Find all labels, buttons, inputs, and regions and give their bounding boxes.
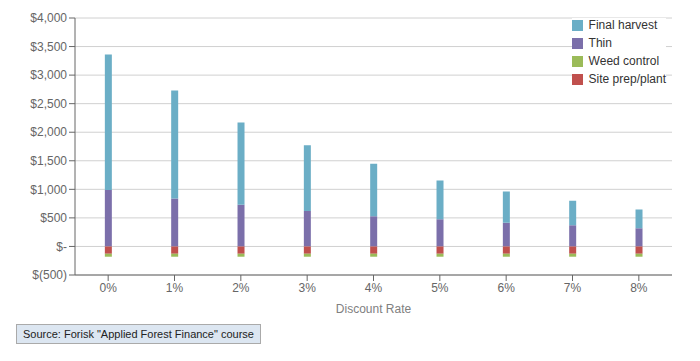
svg-text:Discount Rate: Discount Rate [336, 302, 412, 316]
html-text:Final harvest: Final harvest [588, 18, 658, 32]
svg-text:8%: 8% [630, 281, 648, 295]
html-text:Weed control: Weed control [588, 54, 660, 68]
svg-text:$500: $500 [40, 211, 67, 225]
svg-text:4%: 4% [365, 281, 383, 295]
svg-text:$3,000: $3,000 [30, 68, 67, 82]
svg-text:$3,500: $3,500 [30, 40, 67, 54]
html-text:Thin: Thin [588, 36, 612, 50]
html-text:Source: Forisk "Applied Forest: Source: Forisk "Applied Forest Finance" … [23, 328, 254, 340]
svg-text:$4,000: $4,000 [30, 11, 67, 25]
svg-text:1%: 1% [166, 281, 184, 295]
svg-text:2%: 2% [232, 281, 250, 295]
svg-text:$-: $- [56, 240, 67, 254]
svg-text:3%: 3% [298, 281, 316, 295]
svg-text:5%: 5% [431, 281, 449, 295]
svg-text:$1,000: $1,000 [30, 183, 67, 197]
html-text:Site prep/plant: Site prep/plant [588, 72, 666, 86]
svg-text:$(500): $(500) [32, 268, 67, 282]
svg-text:7%: 7% [564, 281, 582, 295]
svg-text:$2,500: $2,500 [30, 97, 67, 111]
svg-text:0%: 0% [99, 281, 117, 295]
svg-text:6%: 6% [497, 281, 515, 295]
svg-text:$1,500: $1,500 [30, 154, 67, 168]
svg-text:$2,000: $2,000 [30, 125, 67, 139]
